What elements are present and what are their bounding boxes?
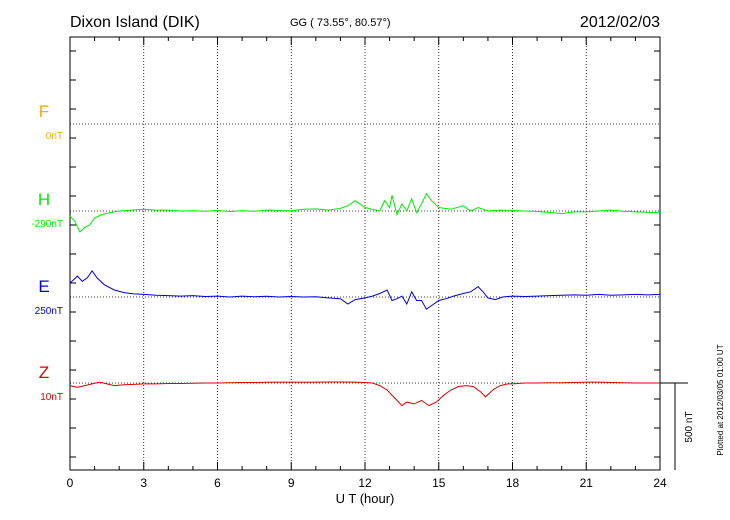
series-line-z	[69, 381, 660, 407]
series-lines	[69, 192, 661, 407]
x-tick-labels: 0 3 6 9 12 15 18 21 24	[67, 476, 667, 490]
grid	[70, 37, 660, 470]
component-baseline-h: -290nT	[31, 219, 63, 230]
component-baseline-e: 250nT	[35, 306, 63, 317]
series-line-h	[69, 192, 661, 233]
x-tick-label: 6	[214, 476, 221, 490]
component-name-f: F	[39, 102, 49, 121]
component-baseline-z: 10nT	[40, 392, 63, 403]
component-name-z: Z	[39, 363, 49, 382]
scale-bar-label: 500 nT	[684, 411, 695, 442]
x-tick-label: 18	[506, 476, 520, 490]
x-tick-label: 3	[140, 476, 147, 490]
x-tick-label: 21	[580, 476, 594, 490]
axis-ticks	[69, 37, 661, 470]
component-baseline-f: 0nT	[46, 131, 63, 142]
x-tick-label: 15	[432, 476, 446, 490]
component-name-e: E	[38, 277, 49, 296]
x-tick-label: 12	[358, 476, 372, 490]
date-label: 2012/02/03	[580, 14, 660, 31]
x-tick-label: 9	[288, 476, 295, 490]
coordinates-label: GG ( 73.55°, 80.57°)	[290, 17, 391, 29]
plotted-footer: Plotted at 2012/03/05 01:00 UT	[716, 344, 725, 455]
component-labels: F 0nT H -290nT E 250nT Z 10nT	[31, 102, 63, 403]
component-name-h: H	[38, 190, 50, 209]
x-tick-label: 24	[653, 476, 667, 490]
x-tick-label: 0	[67, 476, 74, 490]
x-axis-label: U T (hour)	[336, 491, 395, 506]
series-line-e	[69, 270, 661, 310]
station-title: Dixon Island (DIK)	[70, 14, 200, 31]
